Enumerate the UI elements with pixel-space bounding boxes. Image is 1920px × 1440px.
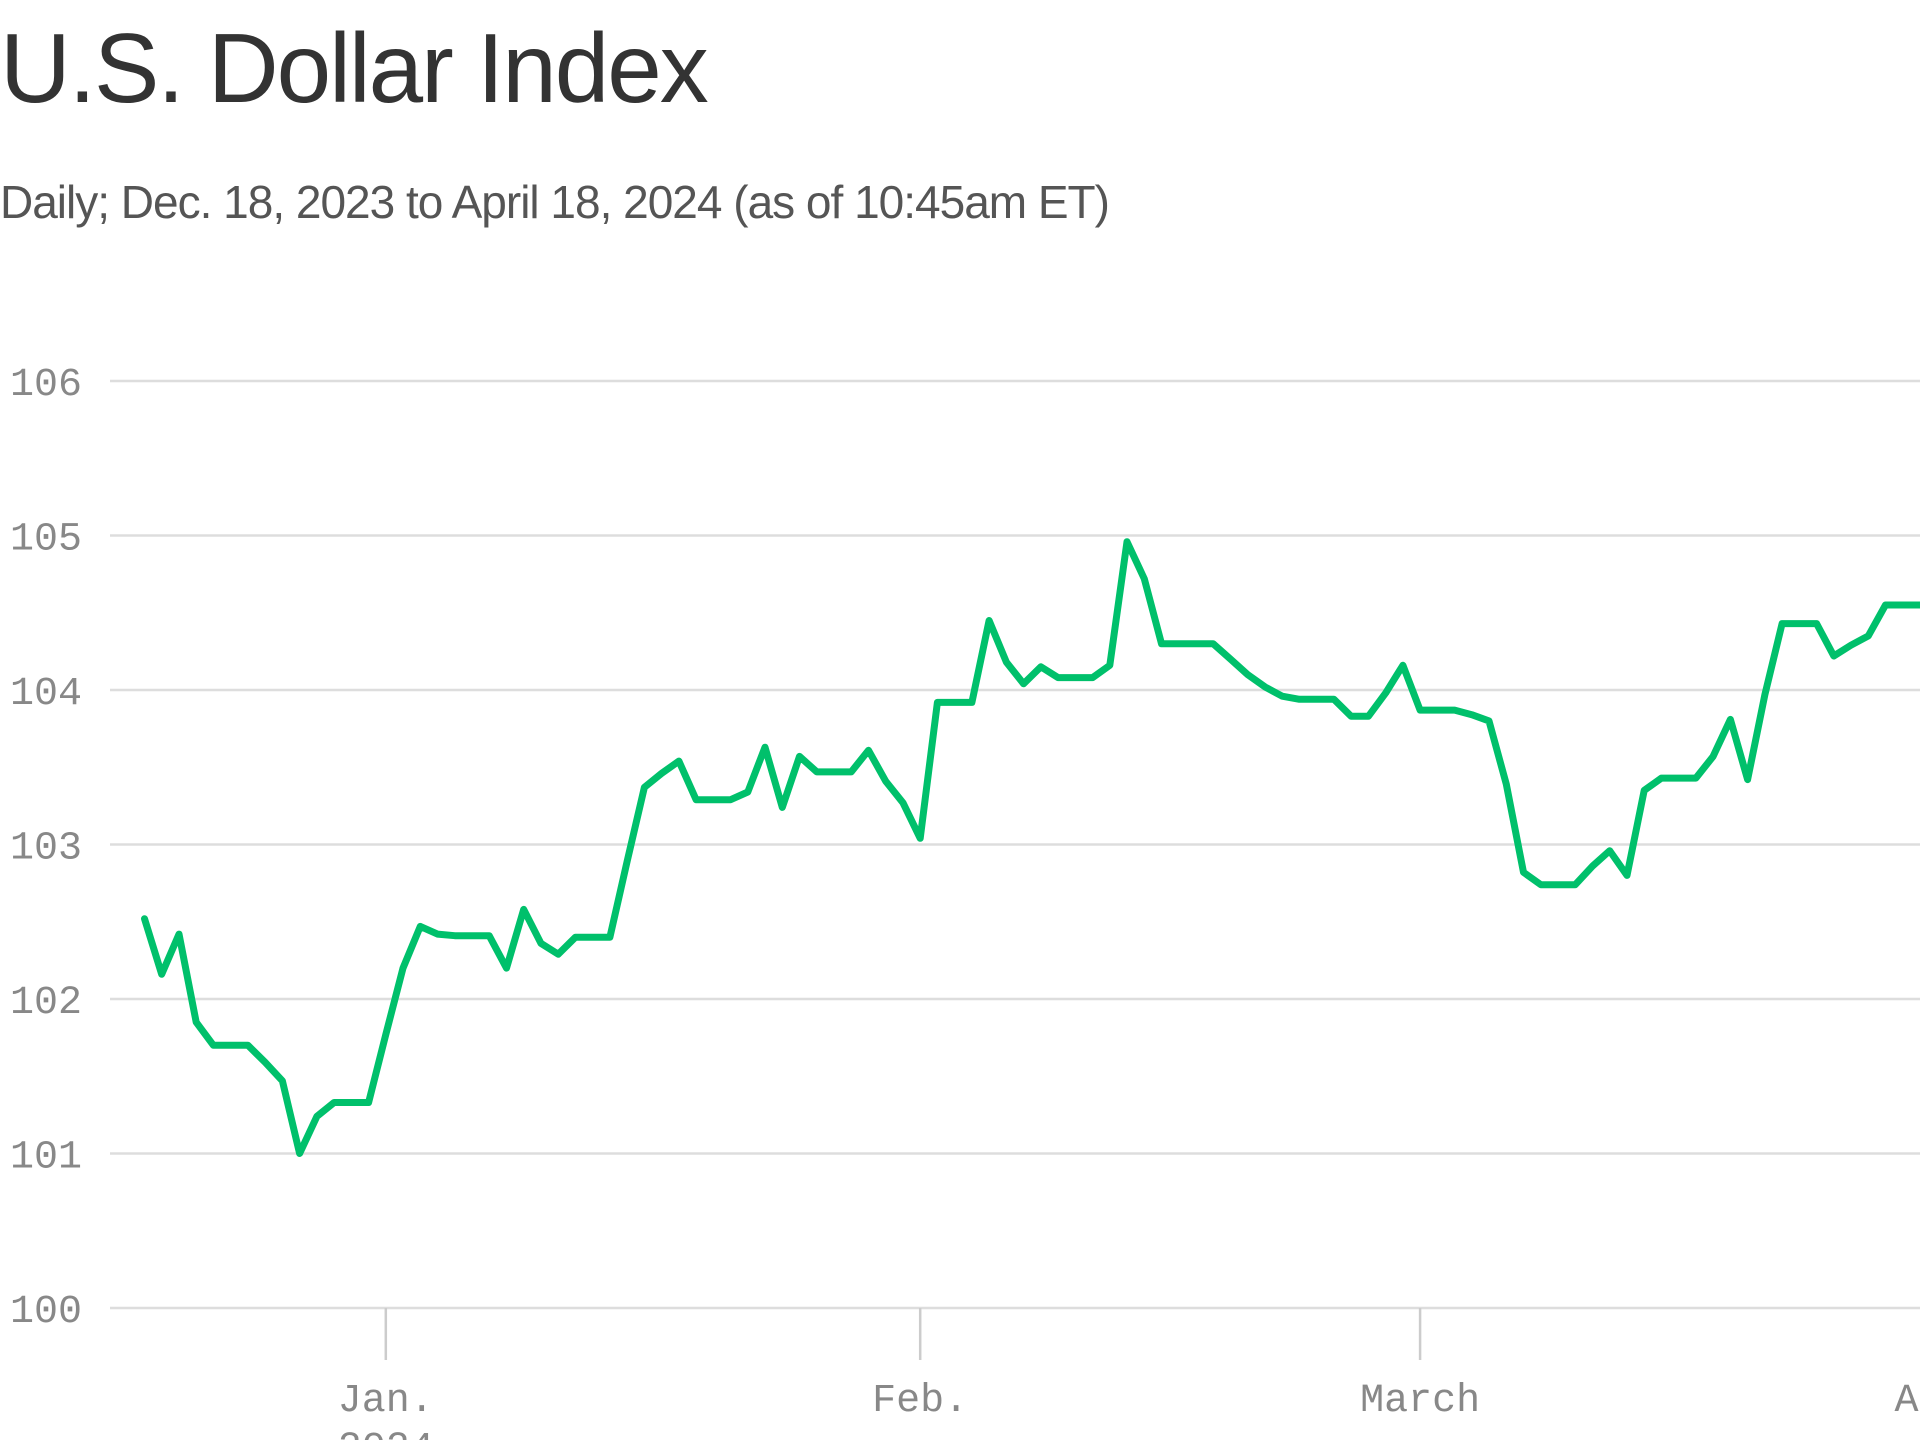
y-tick-label: 106 [10, 363, 82, 408]
y-tick-label: 105 [10, 518, 82, 563]
data-line [141, 538, 1920, 1157]
y-tick-label: 100 [10, 1290, 82, 1335]
y-tick-label: 104 [10, 672, 82, 717]
y-tick-label: 103 [10, 827, 82, 872]
x-tick-label: March [1360, 1379, 1480, 1424]
x-tick-label-line: 2024 [338, 1427, 434, 1440]
x-tick-label: Jan. 2024 [338, 1379, 434, 1440]
x-tick-label: April [1894, 1379, 1920, 1424]
x-tick-label-line: Jan. [338, 1379, 434, 1424]
y-tick-label: 102 [10, 981, 82, 1026]
chart-subtitle: Daily; Dec. 18, 2023 to April 18, 2024 (… [0, 176, 1109, 228]
y-tick-label: 101 [10, 1136, 82, 1181]
chart-title: U.S. Dollar Index [0, 13, 708, 123]
x-tick-label: Feb. [872, 1379, 968, 1424]
